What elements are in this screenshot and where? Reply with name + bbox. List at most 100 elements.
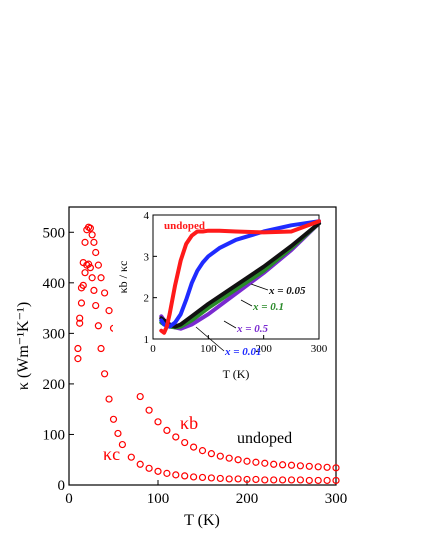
inset-chart: 0 100 200 300 1 2 3 4 T (K) κb / κc undoped x …: [113, 209, 328, 383]
inset-x-axis: 0 100 200 300: [150, 335, 328, 355]
point-kappa-c: [234, 475, 242, 483]
point-kappa-c: [109, 415, 118, 423]
inset-series-undoped: [159, 219, 321, 335]
point-kappa-c: [270, 476, 278, 484]
point-kappa-c: [136, 460, 144, 468]
point-kappa-b: [243, 457, 251, 465]
point-kappa-c: [181, 472, 189, 480]
inset-x-axis-label: T (K): [223, 367, 250, 381]
point-kappa-b: [74, 355, 82, 363]
inset-x-tick-label: 200: [255, 343, 272, 355]
main-y-axis: 0 100 200 300 400 500: [43, 225, 74, 494]
main-y-tick-label: 200: [43, 377, 66, 393]
point-kappa-b: [305, 462, 313, 470]
point-kappa-b: [94, 261, 102, 269]
main-x-tick-label: 300: [325, 491, 348, 507]
point-kappa-b: [198, 447, 207, 455]
point-kappa-c: [252, 475, 260, 484]
point-kappa-b: [287, 461, 296, 469]
main-y-tick-label: 400: [43, 276, 66, 292]
point-kappa-b: [90, 238, 98, 246]
point-kappa-c: [97, 344, 105, 353]
point-kappa-b: [172, 433, 180, 441]
main-chart: 0 100 200 300 0 100 200 300 400 500 T (K) κ (Wm⁻…: [15, 206, 347, 529]
pointer-x01: [240, 299, 253, 307]
point-kappa-c: [127, 453, 135, 461]
inset-label-x001: x = 0.01: [224, 346, 262, 358]
point-kappa-c: [296, 476, 304, 484]
point-kappa-c: [287, 476, 296, 484]
point-kappa-c: [145, 464, 153, 472]
point-kappa-c: [114, 429, 122, 438]
point-kappa-c: [172, 471, 180, 479]
inset-y-tick-label: 4: [144, 210, 150, 222]
main-annotation-undoped: undoped: [237, 430, 292, 447]
point-kappa-c: [279, 476, 287, 484]
point-kappa-b: [225, 454, 233, 462]
point-kappa-c: [163, 469, 171, 477]
main-x-tick-label: 100: [147, 491, 170, 507]
point-kappa-c: [332, 476, 340, 485]
point-kappa-b: [105, 307, 113, 315]
point-kappa-c: [92, 301, 100, 310]
pointer-x05: [223, 320, 237, 329]
main-y-tick-label: 0: [58, 478, 66, 494]
point-kappa-b: [154, 418, 162, 426]
inset-x-tick-label: 0: [150, 343, 156, 355]
main-y-tick-label: 300: [43, 326, 66, 342]
inset-label-x05: x = 0.5: [236, 323, 269, 335]
point-kappa-b: [145, 406, 153, 414]
main-x-axis: 0 100 200 300: [65, 480, 347, 507]
point-kappa-b: [136, 392, 144, 401]
point-kappa-b: [100, 289, 109, 297]
point-kappa-b: [261, 459, 269, 467]
point-kappa-c: [154, 467, 162, 475]
inset-y-tick-label: 1: [144, 334, 150, 346]
point-kappa-c: [100, 370, 109, 378]
point-kappa-c: [323, 476, 331, 485]
point-kappa-b: [190, 443, 198, 451]
inset-x-tick-label: 300: [311, 343, 328, 355]
inset-y-tick-label: 2: [144, 293, 150, 305]
point-kappa-b: [314, 463, 322, 471]
inset-data-lines: [159, 219, 321, 335]
main-x-tick-label: 200: [236, 491, 259, 507]
point-kappa-c: [216, 474, 224, 483]
point-kappa-c: [84, 260, 93, 268]
inset-y-tick-label: 3: [144, 251, 150, 263]
point-kappa-c: [198, 473, 207, 482]
main-plot-frame: [68, 206, 337, 486]
series-label-kappa-b: κb: [180, 413, 198, 433]
point-kappa-c: [190, 473, 198, 481]
point-kappa-b: [86, 224, 94, 232]
point-kappa-c: [105, 395, 113, 403]
inset-plot-frame: [152, 214, 320, 340]
point-kappa-c: [94, 322, 102, 330]
point-kappa-c: [314, 476, 322, 485]
inset-y-axis: 1 2 3 4: [144, 210, 157, 346]
point-kappa-b: [252, 458, 260, 466]
point-kappa-b: [270, 460, 278, 468]
inset-y-axis-label: κb / κc: [116, 261, 130, 294]
pointer-x005: [250, 283, 269, 291]
main-data-marks: [74, 223, 340, 485]
point-kappa-c: [118, 440, 127, 449]
point-kappa-c: [76, 319, 84, 327]
point-kappa-b: [234, 456, 242, 464]
point-kappa-c: [79, 281, 87, 289]
point-kappa-b: [323, 463, 331, 471]
point-kappa-c: [81, 269, 89, 277]
inset-label-x01: x = 0.1: [252, 301, 284, 313]
point-kappa-b: [216, 452, 224, 460]
main-y-tick-label: 500: [43, 225, 66, 241]
point-kappa-c: [77, 299, 86, 307]
point-kappa-c: [305, 476, 313, 485]
inset-label-undoped: undoped: [164, 220, 205, 232]
point-kappa-b: [332, 464, 340, 472]
point-kappa-c: [261, 476, 269, 484]
point-kappa-c: [225, 475, 233, 483]
point-kappa-b: [296, 462, 304, 470]
point-kappa-b: [76, 314, 84, 322]
main-x-axis-label: T (K): [184, 512, 220, 529]
